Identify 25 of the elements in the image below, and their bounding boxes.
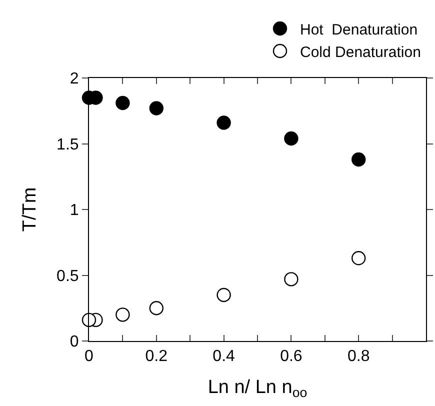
point bbox=[82, 312, 96, 328]
x-tick-label: 0.8 bbox=[347, 348, 370, 366]
point bbox=[149, 101, 164, 116]
y-tick-label: 0 bbox=[70, 334, 79, 351]
x-axis-title: Ln n/ Ln n$_{oo}$ bbox=[208, 377, 308, 400]
legend-label: Hot Denaturation bbox=[300, 21, 418, 38]
point bbox=[352, 251, 366, 266]
y-tick-label: 0.5 bbox=[56, 268, 79, 285]
y-tick-label: 1.5 bbox=[56, 136, 79, 154]
point bbox=[116, 308, 130, 322]
x-tick-label: 0 bbox=[84, 348, 94, 366]
point bbox=[284, 131, 298, 146]
legend-label: Cold Denaturation bbox=[300, 44, 421, 61]
point bbox=[284, 272, 298, 286]
point bbox=[352, 152, 366, 167]
point bbox=[116, 96, 130, 110]
point bbox=[216, 116, 231, 130]
y-tick-label: 1 bbox=[70, 202, 79, 220]
point bbox=[149, 301, 164, 316]
x-tick-label: 0.6 bbox=[280, 348, 302, 366]
x-tick-label: 0.4 bbox=[212, 348, 236, 366]
point bbox=[216, 288, 231, 302]
x-tick-label: 0.2 bbox=[145, 348, 168, 366]
y-tick-label: 2 bbox=[70, 70, 79, 88]
y-axis-title: T/Tm bbox=[19, 187, 40, 232]
